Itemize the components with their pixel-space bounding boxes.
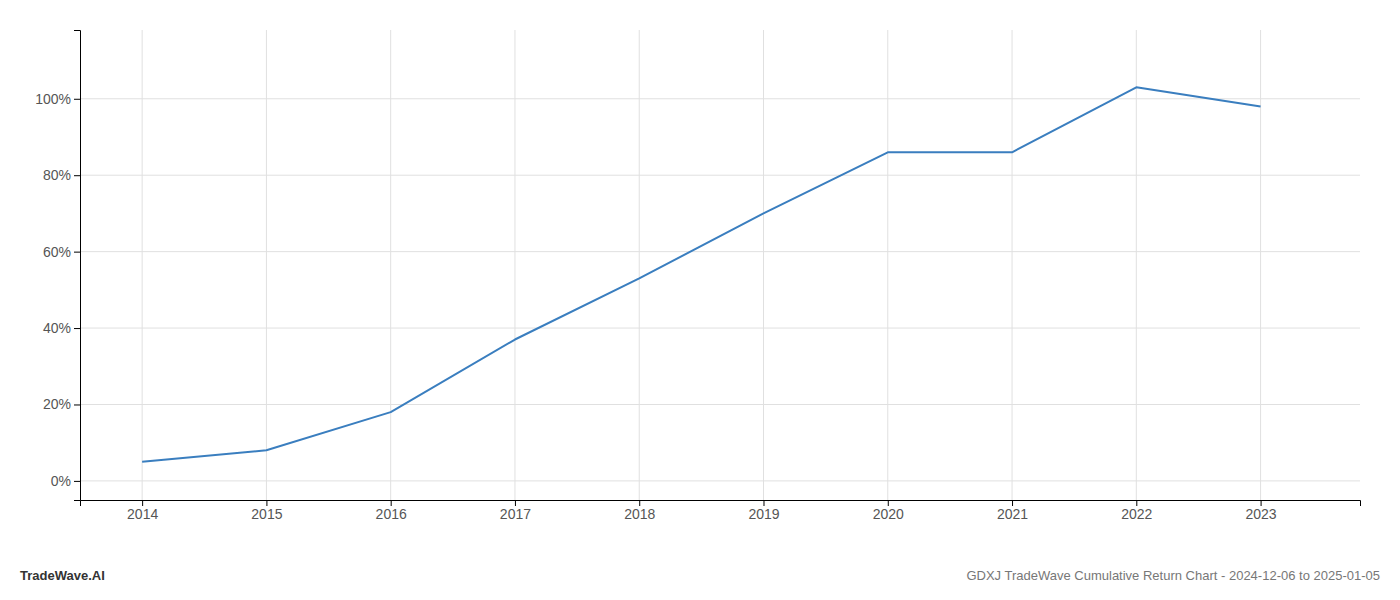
x-tick: 2019 [748, 500, 779, 522]
y-tick: 80% [43, 167, 80, 183]
x-tick: 2021 [997, 500, 1028, 522]
grid-line-x [266, 30, 267, 500]
y-tick-mark [74, 99, 80, 100]
grid-line-x [639, 30, 640, 500]
grid-line-x [390, 30, 391, 500]
marks [142, 87, 1260, 461]
x-tick: 2015 [251, 500, 282, 522]
x-tick-label: 2016 [376, 506, 407, 522]
y-tick-mark [74, 481, 80, 482]
x-tick: 2017 [500, 500, 531, 522]
x-tick-label: 2014 [127, 506, 158, 522]
x-axis: 2014 2015 2016 2017 2018 2019 2020 2021 2022 2023 [81, 500, 1361, 522]
y-tick: 40% [43, 320, 80, 336]
y-tick: 0% [51, 473, 80, 489]
grid-line-y [80, 175, 1360, 176]
line [142, 87, 1260, 461]
grid-line-x [763, 30, 764, 500]
grid-line-y [80, 480, 1360, 481]
grid-line-y [80, 251, 1360, 252]
footer-right: GDXJ TradeWave Cumulative Return Chart -… [966, 568, 1380, 583]
x-tick-label: 2018 [624, 506, 655, 522]
x-tick-label: 2019 [748, 506, 779, 522]
y-tick-mark [74, 175, 80, 176]
grid-line-x [887, 30, 888, 500]
grid [80, 30, 1360, 500]
y-tick-mark [74, 404, 80, 405]
plot: 2014 2015 2016 2017 2018 2019 2020 2021 2022 2023… [35, 30, 1360, 522]
x-tick: 2018 [624, 500, 655, 522]
y-tick-label: 40% [43, 320, 71, 336]
grid-line-x [1260, 30, 1261, 500]
x-tick: 2023 [1246, 500, 1277, 522]
grid-line-y [80, 98, 1360, 99]
x-tick: 2022 [1121, 500, 1152, 522]
y-tick-mark [74, 328, 80, 329]
grid-line-x [1012, 30, 1013, 500]
grid-line-x [1136, 30, 1137, 500]
x-tick-label: 2022 [1121, 506, 1152, 522]
y-tick-label: 0% [51, 473, 71, 489]
y-tick-label: 80% [43, 167, 71, 183]
x-tick-label: 2017 [500, 506, 531, 522]
y-tick: 20% [43, 396, 80, 412]
x-tick: 2020 [873, 500, 904, 522]
y-tick: 60% [43, 244, 80, 260]
grid-line-x [514, 30, 515, 500]
x-tick-label: 2015 [251, 506, 282, 522]
grid-line-y [80, 404, 1360, 405]
x-tick: 2014 [127, 500, 158, 522]
grid-line-y [80, 328, 1360, 329]
chart: 2014 2015 2016 2017 2018 2019 2020 2021 2022 2023… [0, 0, 1400, 600]
grid-line-x [142, 30, 143, 500]
x-tick-label: 2023 [1246, 506, 1277, 522]
y-axis: 0% 20% 40% 60% 80% 100% [35, 31, 80, 501]
y-tick-label: 60% [43, 244, 71, 260]
footer-left: TradeWave.AI [20, 568, 105, 583]
y-tick-mark [74, 252, 80, 253]
x-tick-label: 2020 [873, 506, 904, 522]
y-tick-label: 20% [43, 396, 71, 412]
y-axis-line [74, 31, 81, 501]
x-tick: 2016 [376, 500, 407, 522]
y-tick-label: 100% [35, 91, 71, 107]
y-tick: 100% [35, 91, 80, 107]
x-tick-label: 2021 [997, 506, 1028, 522]
